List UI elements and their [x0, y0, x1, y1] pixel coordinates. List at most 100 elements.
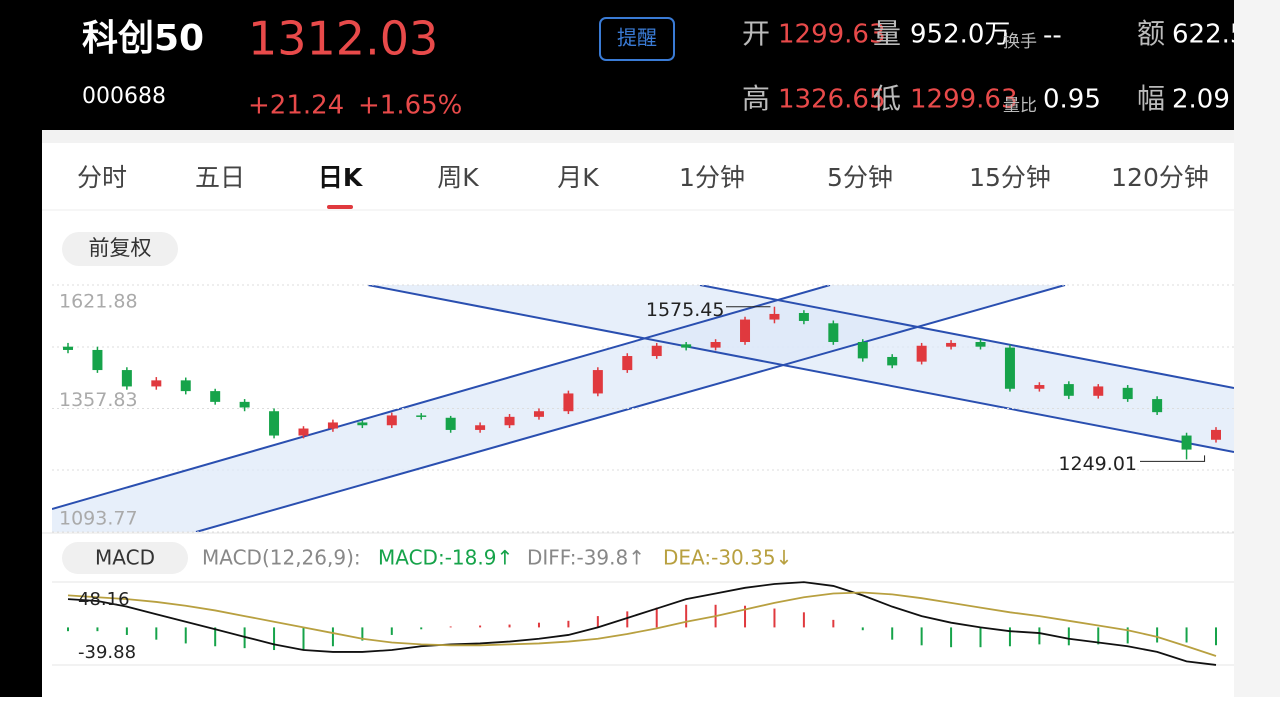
trend-line	[52, 285, 831, 510]
macd-pill[interactable]	[62, 542, 188, 574]
candle-body	[1152, 399, 1163, 413]
min-pointer	[1140, 455, 1206, 462]
candle-body	[1004, 347, 1015, 389]
candle-body	[592, 370, 603, 394]
y-tick-label: 1093.77	[59, 508, 138, 530]
candle-body	[622, 356, 633, 371]
stat-value: 0.95	[1043, 85, 1101, 115]
candle-body	[416, 415, 427, 417]
candle-body	[180, 380, 191, 392]
side	[1234, 0, 1280, 697]
min-label: 1249.01	[1058, 453, 1137, 475]
tab[interactable]: 1分钟	[679, 163, 745, 192]
candle-body	[92, 349, 103, 371]
tab[interactable]: 15分钟	[969, 163, 1051, 192]
y-tick-label: -39.88	[78, 642, 136, 663]
stat-label: 高	[742, 82, 770, 115]
macd-line	[67, 591, 1217, 657]
stat-label: 换手	[1003, 32, 1037, 52]
macd-value: MACD:-18.9↑	[378, 546, 513, 570]
stat-value: 1299.63	[910, 85, 1018, 115]
stat-value: 952.0万	[910, 20, 1010, 50]
adjust-pill[interactable]	[62, 232, 178, 266]
stat-label: 开	[742, 17, 770, 50]
candle-body	[1211, 429, 1221, 440]
trend-line	[195, 285, 1066, 532]
y-tick-label: 1621.88	[59, 291, 138, 313]
candle-body	[651, 345, 662, 357]
candle-body	[798, 313, 809, 321]
stat-label: 量	[873, 17, 901, 50]
diff-value: DIFF:-39.8↑	[527, 546, 645, 570]
tab[interactable]: 日K	[318, 163, 364, 192]
stat-label: 量比	[1003, 96, 1037, 116]
candle-body	[740, 319, 751, 343]
stat-value: 1326.65	[778, 85, 886, 115]
candle-body	[151, 380, 162, 387]
candle-body	[975, 342, 986, 347]
adjust-label[interactable]: 前复权	[89, 236, 152, 260]
tab[interactable]: 月K	[557, 163, 599, 192]
trend-line	[699, 285, 1234, 389]
stat-value: 2.09	[1172, 85, 1230, 115]
header: 科创50 000688 1312.03 +21.24 +1.65% 提醒 开 12…	[82, 12, 1246, 121]
max-label: 1575.45	[646, 299, 725, 321]
gap	[42, 130, 1234, 143]
stat-value: --	[1043, 21, 1062, 51]
stat-label: 幅	[1137, 82, 1165, 115]
candle-body	[63, 346, 73, 350]
tab[interactable]: 分时	[77, 163, 127, 192]
candle-body	[916, 345, 927, 362]
trend-line	[367, 285, 1234, 453]
candle-body	[327, 422, 338, 429]
candle-body	[1063, 384, 1074, 396]
candle-body	[769, 313, 780, 320]
candle-body	[1093, 386, 1104, 396]
candle-body	[357, 422, 368, 426]
stat-value: 1299.63	[778, 20, 886, 50]
change-pct: +1.65%	[358, 91, 462, 121]
pill-label: MACD	[95, 546, 155, 570]
candle-body	[563, 393, 574, 412]
macd-line	[67, 581, 1217, 666]
candle-body	[1181, 435, 1192, 450]
candle-body	[445, 417, 456, 430]
candle-body	[269, 411, 280, 436]
index-name: 科创50	[82, 18, 204, 59]
change: +21.24	[248, 91, 344, 121]
price: 1312.03	[248, 12, 438, 66]
stat-label: 低	[873, 82, 901, 115]
index-code: 000688	[82, 84, 166, 109]
stat-label: 额	[1137, 17, 1165, 50]
candle-body	[386, 415, 397, 426]
candle-body	[533, 411, 544, 417]
tab[interactable]: 120分钟	[1111, 163, 1209, 192]
stat-value: 622.5	[1172, 20, 1246, 50]
dea-value: DEA:-30.35↓	[663, 546, 792, 570]
candle-body	[210, 391, 221, 402]
candle-body	[681, 344, 692, 348]
remind-label[interactable]: 提醒	[617, 26, 657, 50]
tab[interactable]: 周K	[437, 163, 479, 192]
candle-body	[710, 342, 721, 348]
candle-body	[857, 342, 868, 359]
candle-body	[239, 401, 250, 408]
candle-body	[946, 342, 957, 347]
candle-body	[1122, 387, 1133, 400]
candle-body	[475, 425, 486, 430]
candle-body	[121, 370, 132, 387]
candle-body	[504, 416, 515, 426]
y-tick-label: 1357.83	[59, 389, 138, 411]
tab[interactable]: 五日	[195, 163, 245, 192]
candle-body	[887, 356, 898, 366]
candle-body	[828, 323, 839, 343]
y-tick-label: 48.16	[78, 589, 130, 610]
tab-underline	[327, 205, 353, 209]
tab[interactable]: 5分钟	[827, 163, 893, 192]
remind-button[interactable]	[599, 17, 675, 61]
macd-params: MACD(12,26,9):	[202, 546, 361, 570]
candle-body	[298, 428, 309, 436]
candle-body	[1034, 385, 1045, 389]
